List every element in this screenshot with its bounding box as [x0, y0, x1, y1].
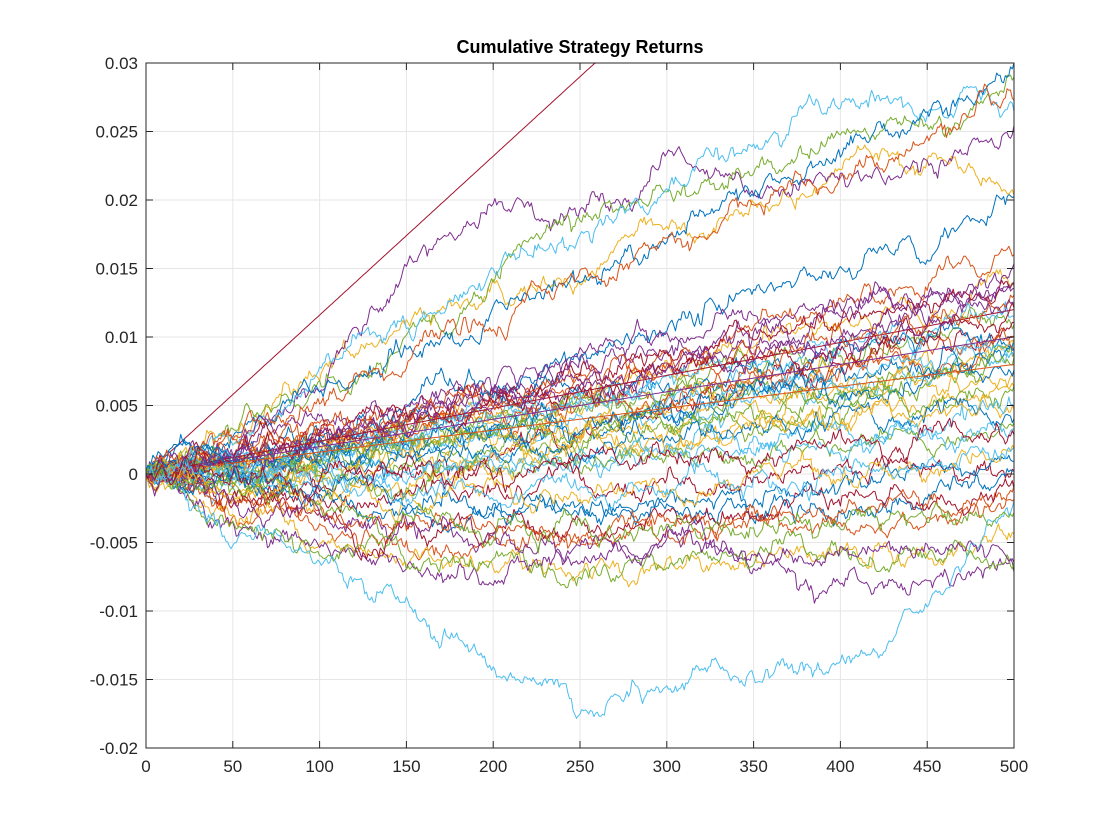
series-line [146, 74, 1014, 475]
series-line [146, 309, 1014, 475]
series-line [146, 466, 1014, 589]
x-tick-label: 200 [479, 757, 507, 776]
ticks [145, 62, 1015, 749]
x-tick-label: 350 [739, 757, 767, 776]
chart-title: Cumulative Strategy Returns [456, 37, 703, 57]
series-line [146, 397, 1014, 488]
series-line [146, 339, 1014, 482]
series-line [146, 444, 1014, 526]
series-line [146, 456, 1014, 527]
series-line [146, 63, 1014, 475]
series-line [146, 281, 1014, 475]
series-line [146, 469, 1014, 719]
y-tick-label: 0.005 [95, 397, 138, 416]
y-tick-label: 0.025 [95, 123, 138, 142]
x-tick-label: 250 [566, 757, 594, 776]
series-line [146, 473, 1014, 567]
y-tick-label: 0 [129, 465, 138, 484]
series-line [146, 302, 1014, 483]
x-tick-labels: 0 50 100 150 200 250 300 350 400 450 500 [141, 757, 1028, 776]
series-line [146, 193, 1014, 479]
series-line [146, 63, 1014, 475]
series-line [146, 263, 1014, 480]
series-line [146, 464, 1014, 588]
series-line [146, 454, 1014, 533]
x-tick-label: 450 [913, 757, 941, 776]
series-line [146, 420, 1014, 493]
series-line [146, 336, 1014, 475]
series-line [146, 83, 1014, 477]
y-tick-label: 0.03 [105, 54, 138, 73]
series-line [146, 297, 1014, 481]
x-tick-label: 150 [392, 757, 420, 776]
series-line [146, 346, 1014, 490]
y-tick-label: -0.02 [99, 739, 138, 758]
series-line [146, 445, 1014, 510]
y-tick-label: -0.01 [99, 602, 138, 621]
series-line [146, 363, 1014, 475]
series-line [146, 85, 1014, 481]
y-tick-label: -0.015 [90, 671, 138, 690]
x-tick-label: 50 [223, 757, 242, 776]
x-tick-label: 0 [141, 757, 150, 776]
y-tick-label: 0.015 [95, 260, 138, 279]
x-tick-label: 500 [1000, 757, 1028, 776]
series-line [146, 344, 1014, 481]
series-line [146, 417, 1014, 503]
x-tick-label: 100 [305, 757, 333, 776]
series-line [146, 144, 1014, 483]
series-line [146, 125, 1014, 479]
series-line [146, 467, 1014, 554]
series-line [146, 327, 1014, 476]
y-tick-label: -0.005 [90, 534, 138, 553]
y-tick-label: 0.01 [105, 328, 138, 347]
x-tick-label: 300 [653, 757, 681, 776]
y-tick-labels: -0.02 -0.015 -0.01 -0.005 0 0.005 0.01 0.015 0.0… [90, 54, 138, 758]
series-group [146, 63, 1014, 719]
y-tick-label: 0.02 [105, 191, 138, 210]
x-tick-label: 400 [826, 757, 854, 776]
